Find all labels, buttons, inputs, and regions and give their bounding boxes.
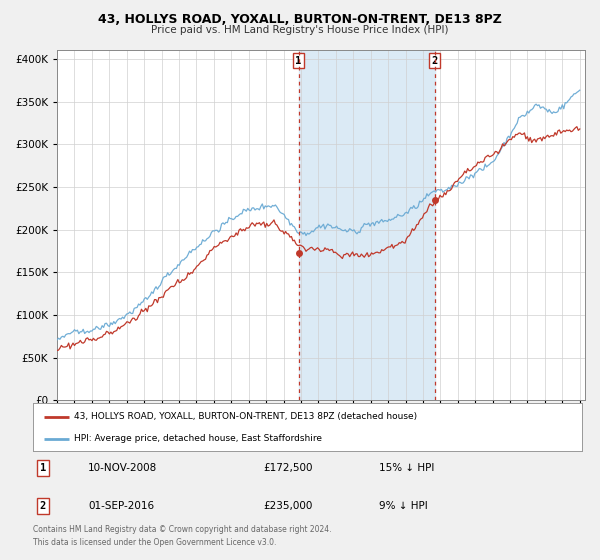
Text: 10-NOV-2008: 10-NOV-2008 — [88, 463, 157, 473]
Text: 1: 1 — [295, 55, 302, 66]
Text: £235,000: £235,000 — [263, 501, 313, 511]
Text: Price paid vs. HM Land Registry's House Price Index (HPI): Price paid vs. HM Land Registry's House … — [151, 25, 449, 35]
Text: 43, HOLLYS ROAD, YOXALL, BURTON-ON-TRENT, DE13 8PZ (detached house): 43, HOLLYS ROAD, YOXALL, BURTON-ON-TRENT… — [74, 412, 418, 421]
Text: HPI: Average price, detached house, East Staffordshire: HPI: Average price, detached house, East… — [74, 435, 322, 444]
Text: 01-SEP-2016: 01-SEP-2016 — [88, 501, 154, 511]
Text: £172,500: £172,500 — [263, 463, 313, 473]
Text: 1: 1 — [40, 463, 46, 473]
Text: 2: 2 — [40, 501, 46, 511]
Bar — [299, 50, 434, 400]
Text: 2: 2 — [431, 55, 438, 66]
Text: 15% ↓ HPI: 15% ↓ HPI — [379, 463, 434, 473]
Text: Contains HM Land Registry data © Crown copyright and database right 2024.
This d: Contains HM Land Registry data © Crown c… — [33, 525, 331, 547]
Text: 9% ↓ HPI: 9% ↓ HPI — [379, 501, 428, 511]
Text: 43, HOLLYS ROAD, YOXALL, BURTON-ON-TRENT, DE13 8PZ: 43, HOLLYS ROAD, YOXALL, BURTON-ON-TRENT… — [98, 13, 502, 26]
